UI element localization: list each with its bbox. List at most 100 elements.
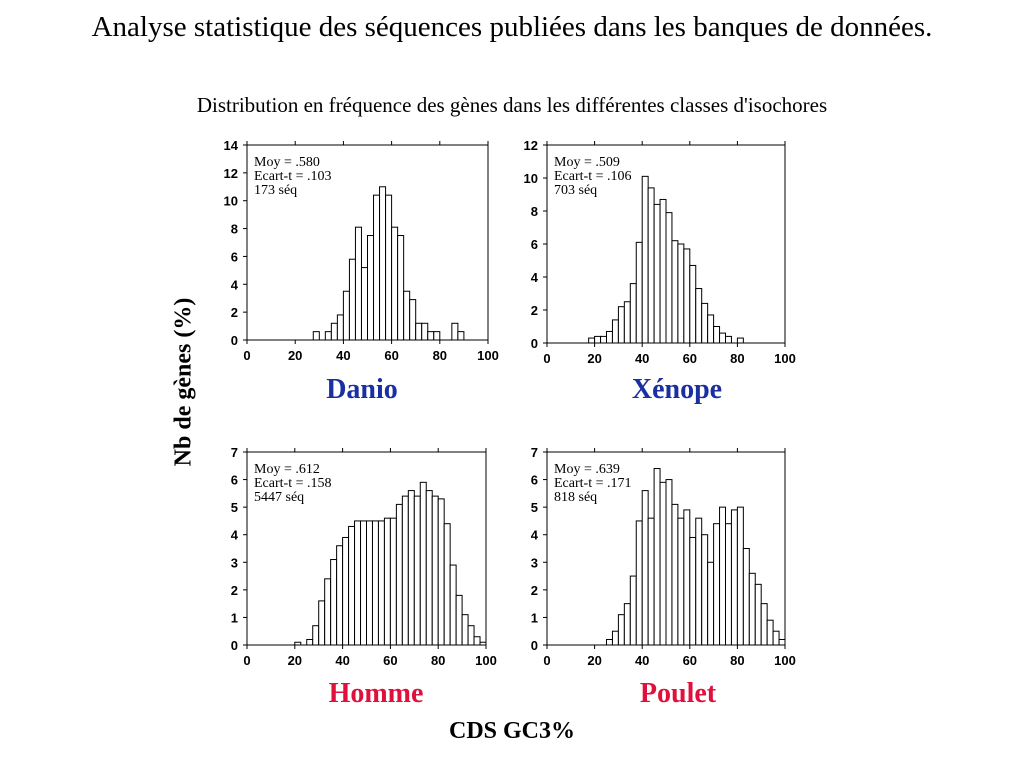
xenope-bar	[719, 332, 726, 344]
homme-bar	[377, 520, 385, 646]
poulet-bar	[742, 548, 750, 646]
xenope-x-tick-label: 0	[543, 351, 550, 366]
homme-y-tick-label: 4	[231, 528, 239, 543]
poulet-bar	[683, 509, 691, 646]
danio-x-tick-label: 100	[477, 348, 499, 363]
xenope-y-tick-label: 8	[531, 204, 538, 219]
danio-bar	[373, 194, 381, 341]
homme-bar	[467, 625, 475, 646]
poulet-stats-line: Moy = .639	[554, 462, 620, 477]
homme-bar	[324, 578, 332, 646]
poulet-bar	[707, 561, 715, 646]
poulet-bar	[695, 517, 703, 646]
xenope-y-tick-label: 6	[531, 237, 538, 252]
xenope-bar	[689, 264, 697, 344]
danio-y-tick-label: 2	[231, 305, 238, 320]
poulet-bar	[641, 490, 649, 646]
poulet-bar	[730, 509, 738, 646]
poulet-bar	[659, 481, 667, 646]
poulet-bar	[647, 517, 655, 646]
poulet-x-tick-label: 40	[635, 653, 649, 668]
poulet-x-tick-label: 0	[543, 653, 550, 668]
homme-y-tick-label: 3	[231, 555, 238, 570]
xenope-bar	[617, 306, 625, 344]
homme-x-tick-label: 60	[383, 653, 397, 668]
danio-bar	[336, 314, 344, 341]
danio-species-label: Danio	[326, 374, 398, 405]
poulet-bar	[772, 630, 780, 646]
homme-bar	[348, 525, 356, 646]
poulet-x-tick-label: 100	[774, 653, 796, 668]
danio-bar	[457, 331, 465, 341]
poulet-y-tick-label: 5	[531, 500, 538, 515]
xenope-bar	[659, 198, 667, 344]
poulet-bar	[689, 536, 697, 646]
homme-bar	[461, 614, 469, 646]
homme-bar	[419, 481, 427, 646]
poulet-bar	[754, 583, 762, 646]
xenope-bar	[683, 248, 691, 344]
danio-bar	[451, 322, 459, 341]
xenope-bar	[623, 301, 631, 344]
poulet-bar	[635, 520, 643, 646]
danio-x-tick-label: 80	[433, 348, 447, 363]
xenope-bar	[695, 288, 703, 344]
danio-y-tick-label: 6	[231, 249, 238, 264]
xenope-y-tick-label: 4	[531, 270, 539, 285]
poulet-bar	[736, 506, 744, 646]
homme-y-tick-label: 0	[231, 638, 238, 653]
danio-stats-line: Ecart-t = .103	[254, 169, 331, 184]
page-subtitle: Distribution en fréquence des gènes dans…	[196, 93, 828, 117]
homme-bar	[342, 536, 350, 646]
poulet-bar	[653, 468, 661, 646]
poulet-y-tick-label: 4	[531, 528, 539, 543]
homme-bar	[318, 600, 326, 646]
poulet-y-tick-label: 7	[531, 445, 538, 460]
xenope-bar	[594, 335, 602, 344]
homme-bar	[360, 520, 367, 646]
poulet-x-tick-label: 20	[587, 653, 601, 668]
danio-x-tick-label: 20	[288, 348, 302, 363]
homme-bar	[473, 636, 481, 646]
danio-y-tick-label: 8	[231, 222, 238, 237]
xenope-y-tick-label: 12	[524, 138, 538, 153]
homme-y-tick-label: 2	[231, 583, 238, 598]
xenope-bar	[647, 187, 655, 344]
homme-x-tick-label: 20	[288, 653, 302, 668]
homme-bar	[354, 520, 362, 646]
poulet-bar	[611, 630, 619, 646]
poulet-bar	[748, 572, 756, 646]
poulet-y-tick-label: 0	[531, 638, 538, 653]
poulet-bar	[671, 503, 679, 646]
danio-y-tick-label: 14	[224, 138, 239, 153]
danio-bar	[354, 226, 362, 341]
danio-x-tick-label: 0	[243, 348, 250, 363]
homme-x-tick-label: 40	[335, 653, 349, 668]
homme-bar	[449, 564, 457, 646]
xenope-bar	[588, 337, 596, 344]
danio-x-tick-label: 60	[384, 348, 398, 363]
xenope-bar	[653, 203, 661, 344]
danio-y-tick-label: 10	[224, 194, 238, 209]
danio-y-tick-label: 0	[231, 333, 238, 348]
danio-bar	[415, 322, 423, 341]
homme-bar	[437, 498, 445, 646]
poulet-bar	[606, 638, 613, 646]
poulet-bar	[766, 619, 774, 646]
homme-bar	[294, 641, 302, 646]
homme-x-tick-label: 80	[431, 653, 445, 668]
poulet-x-tick-label: 80	[730, 653, 744, 668]
homme-bar	[395, 503, 403, 646]
xenope-species-label: Xénope	[632, 374, 722, 405]
xenope-x-tick-label: 100	[774, 351, 796, 366]
poulet-bar	[778, 638, 786, 646]
xenope-y-tick-label: 10	[524, 171, 538, 186]
homme-y-tick-label: 6	[231, 473, 238, 488]
poulet-y-tick-label: 6	[531, 473, 538, 488]
xenope-bar	[713, 326, 721, 344]
homme-bar	[312, 625, 320, 646]
xenope-bar	[641, 175, 649, 344]
homme-stats-line: Ecart-t = .158	[254, 476, 331, 491]
poulet-bar	[629, 575, 637, 646]
